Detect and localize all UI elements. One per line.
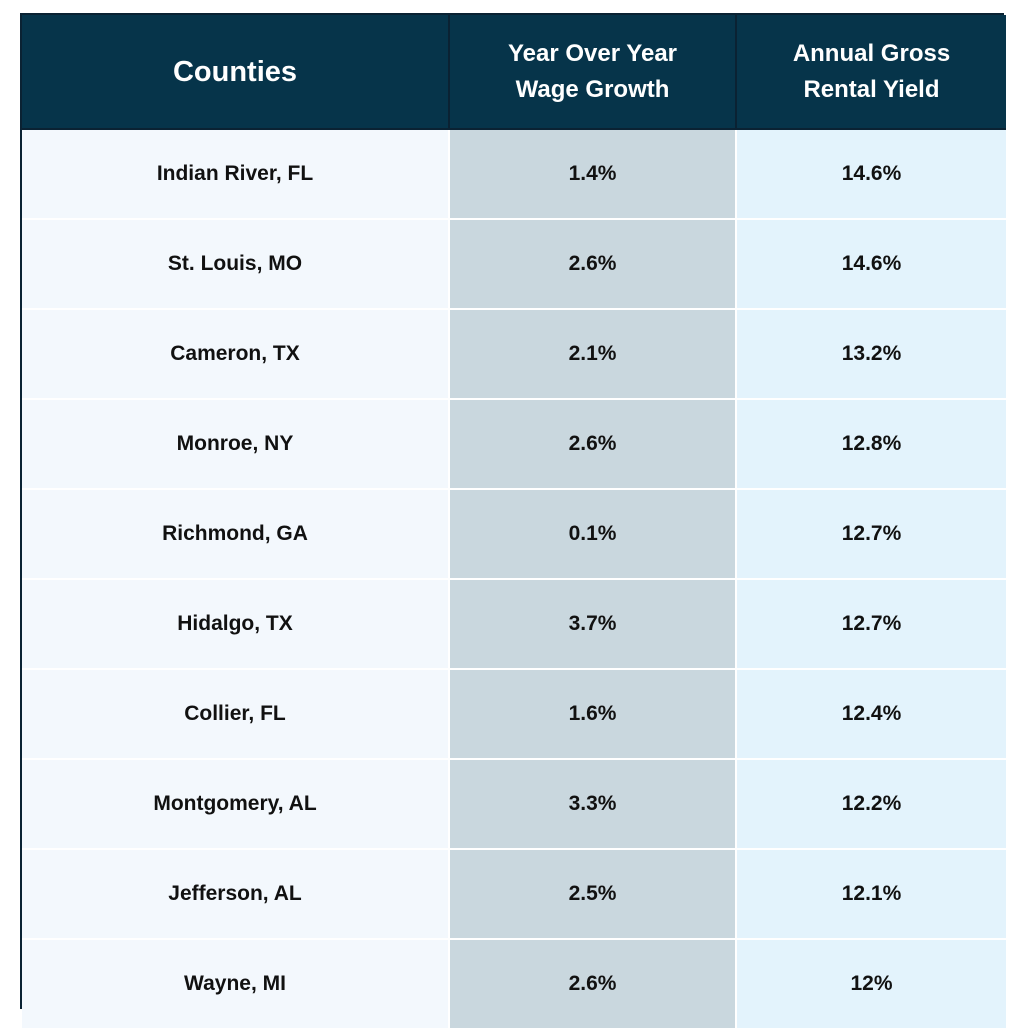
rental-yield-cell: 12.7% (736, 489, 1006, 580)
county-cell: St. Louis, MO (22, 219, 450, 310)
wage-growth-cell: 2.6% (449, 219, 737, 310)
rental-yield-cell: 12% (736, 939, 1006, 1028)
rental-yield-cell: 12.2% (736, 759, 1006, 850)
table-row: Jefferson, AL 2.5% 12.1% (22, 849, 1006, 940)
wage-growth-cell: 2.6% (449, 939, 737, 1028)
rental-yield-cell: 12.1% (736, 849, 1006, 940)
wage-growth-cell: 3.7% (449, 579, 737, 670)
header-row: Counties Year Over Year Wage Growth Annua… (22, 15, 1006, 129)
wage-growth-cell: 1.4% (449, 129, 737, 220)
wage-growth-cell: 2.1% (449, 309, 737, 400)
county-cell: Jefferson, AL (22, 849, 450, 940)
column-header-wage-growth-text: Year Over Year Wage Growth (507, 39, 678, 103)
column-header-wage-growth: Year Over Year Wage Growth (449, 15, 737, 129)
table-row: Indian River, FL 1.4% 14.6% (22, 129, 1006, 220)
county-cell: Collier, FL (22, 669, 450, 760)
wage-growth-cell: 1.6% (449, 669, 737, 760)
table-row: Cameron, TX 2.1% 13.2% (22, 309, 1006, 400)
table-row: Richmond, GA 0.1% 12.7% (22, 489, 1006, 580)
county-wage-rental-table: Counties Year Over Year Wage Growth Annua… (22, 15, 1006, 1028)
county-cell: Hidalgo, TX (22, 579, 450, 670)
county-cell: Montgomery, AL (22, 759, 450, 850)
column-header-counties: Counties (22, 15, 450, 129)
rental-yield-cell: 12.7% (736, 579, 1006, 670)
table-row: St. Louis, MO 2.6% 14.6% (22, 219, 1006, 310)
county-cell: Monroe, NY (22, 399, 450, 490)
table-body: Indian River, FL 1.4% 14.6% St. Louis, MO 2.… (22, 129, 1006, 1028)
wage-growth-cell: 3.3% (449, 759, 737, 850)
wage-growth-cell: 0.1% (449, 489, 737, 580)
rental-yield-cell: 14.6% (736, 219, 1006, 310)
county-cell: Indian River, FL (22, 129, 450, 220)
column-header-rental-yield-text: Annual Gross Rental Yield (792, 39, 951, 103)
table-header: Counties Year Over Year Wage Growth Annua… (22, 15, 1006, 129)
wage-growth-cell: 2.5% (449, 849, 737, 940)
rental-yield-cell: 12.4% (736, 669, 1006, 760)
table-row: Wayne, MI 2.6% 12% (22, 939, 1006, 1028)
rental-yield-cell: 12.8% (736, 399, 1006, 490)
data-table-container: Counties Year Over Year Wage Growth Annua… (20, 13, 1006, 1028)
county-cell: Wayne, MI (22, 939, 450, 1028)
table-row: Hidalgo, TX 3.7% 12.7% (22, 579, 1006, 670)
rental-yield-cell: 14.6% (736, 129, 1006, 220)
table-row: Montgomery, AL 3.3% 12.2% (22, 759, 1006, 850)
table-row: Collier, FL 1.6% 12.4% (22, 669, 1006, 760)
county-cell: Richmond, GA (22, 489, 450, 580)
column-header-rental-yield: Annual Gross Rental Yield (736, 15, 1006, 129)
county-cell: Cameron, TX (22, 309, 450, 400)
rental-yield-cell: 13.2% (736, 309, 1006, 400)
table-row: Monroe, NY 2.6% 12.8% (22, 399, 1006, 490)
wage-growth-cell: 2.6% (449, 399, 737, 490)
